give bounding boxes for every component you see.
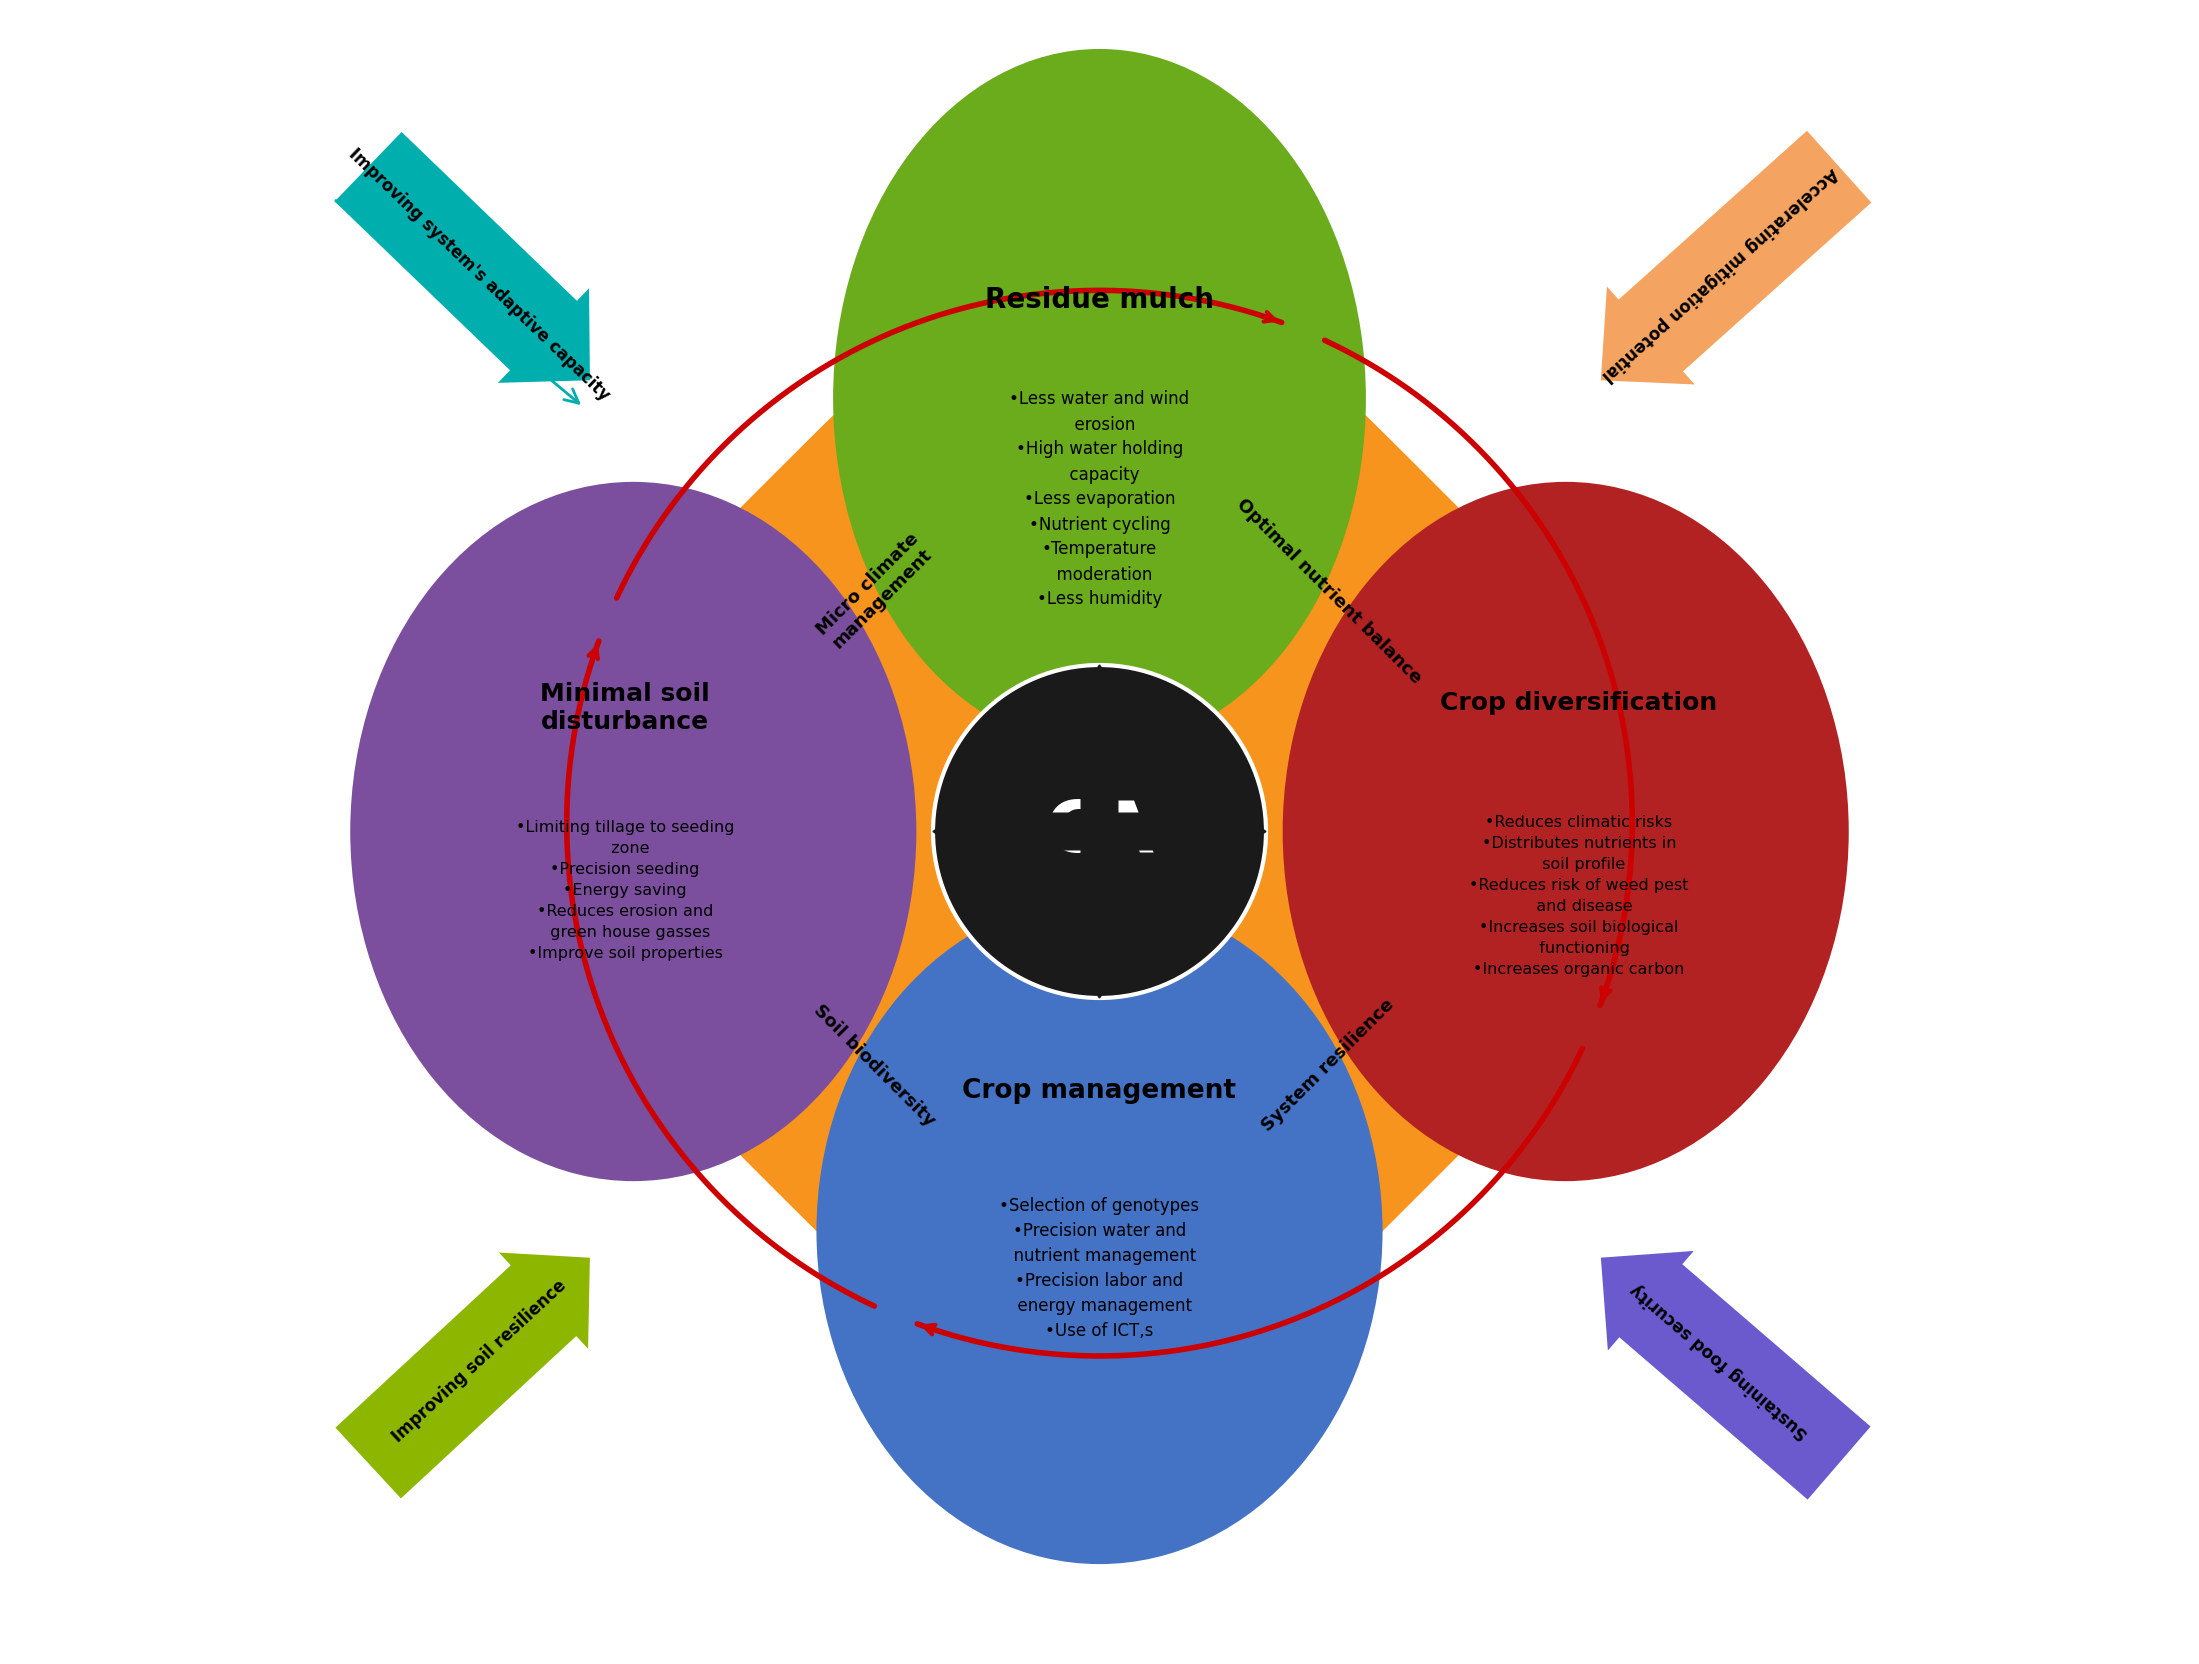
Text: System resilience: System resilience bbox=[1258, 995, 1396, 1135]
Ellipse shape bbox=[932, 666, 1267, 998]
Ellipse shape bbox=[816, 899, 1383, 1564]
Text: Residue mulch: Residue mulch bbox=[985, 286, 1214, 313]
Ellipse shape bbox=[833, 50, 1366, 749]
Text: •Less water and wind
  erosion
•High water holding
  capacity
•Less evaporation
: •Less water and wind erosion •High water… bbox=[1009, 391, 1190, 607]
FancyArrow shape bbox=[1053, 666, 1146, 832]
Text: Accelerating mitigation potential: Accelerating mitigation potential bbox=[1599, 165, 1841, 384]
Text: •Selection of genotypes
•Precision water and
  nutrient management
•Precision la: •Selection of genotypes •Precision water… bbox=[998, 1196, 1201, 1340]
Text: Improving system's adaptive capacity: Improving system's adaptive capacity bbox=[345, 145, 614, 404]
Text: Minimal soil
disturbance: Minimal soil disturbance bbox=[541, 681, 710, 734]
FancyArrow shape bbox=[1599, 1250, 1874, 1503]
Ellipse shape bbox=[1282, 483, 1849, 1181]
Text: Soil biodiversity: Soil biodiversity bbox=[811, 1000, 939, 1130]
FancyArrow shape bbox=[332, 1251, 592, 1501]
Polygon shape bbox=[526, 258, 1673, 1406]
FancyArrow shape bbox=[932, 787, 1100, 879]
Text: Micro climate
management: Micro climate management bbox=[814, 529, 937, 652]
Text: Improving soil resilience: Improving soil resilience bbox=[389, 1276, 570, 1444]
Text: •Limiting tillage to seeding
  zone
•Precision seeding
•Energy saving
•Reduces e: •Limiting tillage to seeding zone •Preci… bbox=[517, 820, 734, 960]
FancyArrow shape bbox=[1100, 787, 1267, 879]
Text: Sustaining food security: Sustaining food security bbox=[1627, 1280, 1812, 1441]
Text: Optimal nutrient balance: Optimal nutrient balance bbox=[1234, 494, 1425, 687]
Ellipse shape bbox=[350, 483, 917, 1181]
FancyArrow shape bbox=[1599, 130, 1874, 388]
FancyArrow shape bbox=[1053, 832, 1146, 998]
FancyArrow shape bbox=[332, 130, 592, 386]
Text: •Reduces climatic risks
•Distributes nutrients in
  soil profile
•Reduces risk o: •Reduces climatic risks •Distributes nut… bbox=[1469, 814, 1689, 977]
Text: Crop management: Crop management bbox=[963, 1077, 1236, 1103]
Text: CA: CA bbox=[1045, 797, 1154, 867]
Text: Crop diversification: Crop diversification bbox=[1440, 691, 1717, 714]
